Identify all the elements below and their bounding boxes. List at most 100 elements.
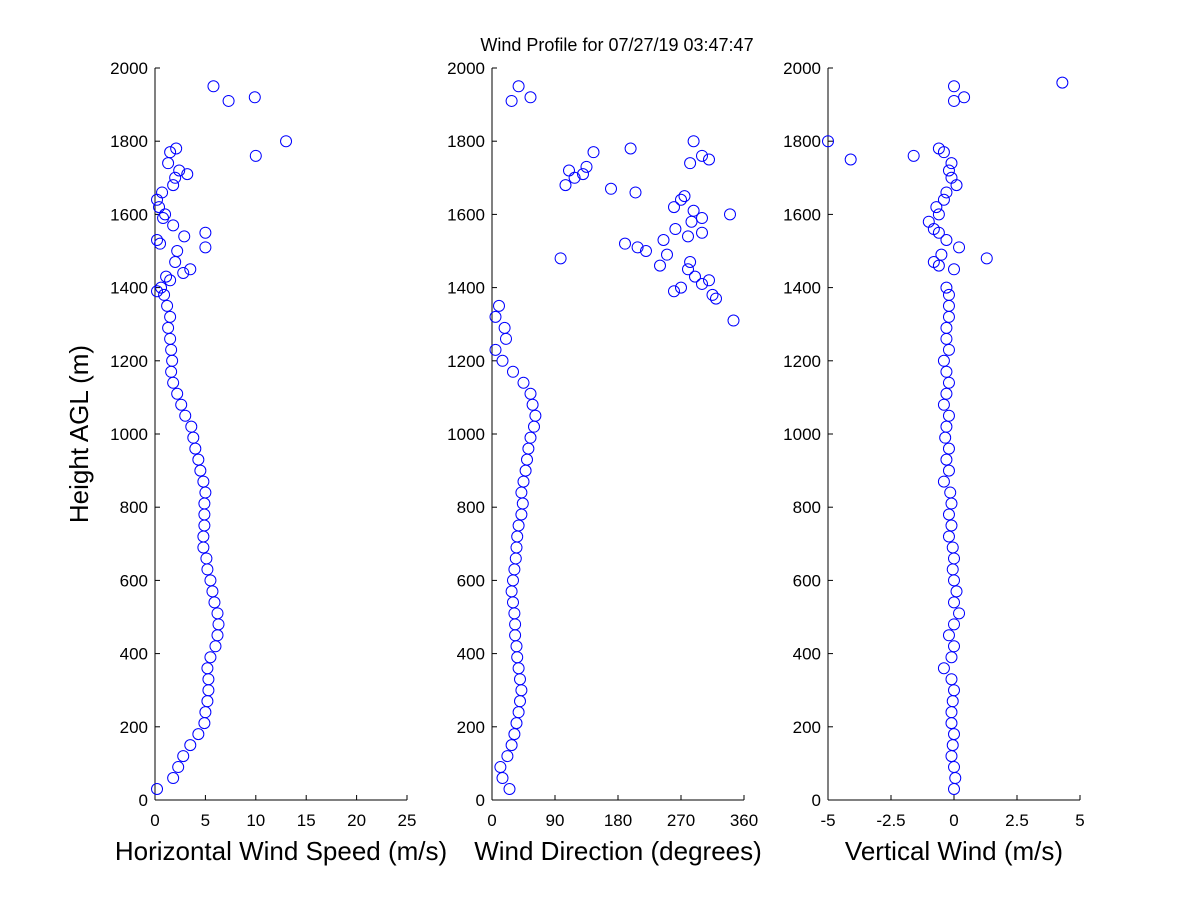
data-point: [192, 453, 205, 466]
data-point: [524, 387, 537, 400]
data-point: [179, 409, 192, 422]
data-point: [160, 270, 173, 283]
data-point: [948, 761, 960, 774]
data-point: [521, 453, 533, 466]
data-point: [171, 245, 184, 257]
data-point: [687, 135, 700, 148]
y-tick-label: 200: [120, 718, 148, 737]
data-point: [942, 288, 955, 301]
y-tick-label: 200: [793, 718, 821, 737]
data-point: [208, 596, 221, 609]
data-point: [687, 204, 700, 217]
data-point: [211, 629, 224, 642]
data-point: [173, 164, 186, 177]
data-point: [675, 193, 687, 206]
data-point: [945, 717, 958, 730]
data-point: [249, 149, 262, 162]
data-point: [503, 783, 516, 796]
data-point: [165, 365, 178, 378]
data-point: [162, 157, 175, 170]
data-point: [198, 508, 211, 521]
data-point: [280, 135, 293, 148]
data-point: [493, 299, 505, 312]
data-point: [629, 186, 642, 199]
data-point: [515, 486, 528, 499]
data-point: [685, 215, 698, 228]
data-point: [922, 215, 935, 228]
x-tick-label: -2.5: [876, 811, 905, 830]
data-point: [209, 640, 222, 653]
data-point: [948, 574, 960, 587]
data-point: [517, 376, 530, 389]
data-point: [162, 321, 175, 334]
data-point: [199, 486, 212, 499]
data-point: [519, 464, 532, 477]
data-point: [177, 750, 190, 763]
y-tick-label: 600: [120, 571, 148, 590]
data-point: [675, 281, 687, 294]
data-point: [507, 365, 519, 378]
x-tick-label: 15: [297, 811, 316, 830]
data-point: [151, 234, 164, 247]
data-point: [500, 332, 512, 345]
x-tick-label: 270: [667, 811, 695, 830]
y-tick-label: 800: [457, 498, 485, 517]
y-tick-label: 1400: [447, 279, 485, 298]
data-point: [942, 442, 955, 455]
data-point: [942, 310, 955, 323]
data-point: [940, 387, 953, 400]
data-point: [935, 248, 948, 261]
data-point: [724, 208, 736, 221]
data-point: [942, 508, 955, 521]
data-point: [204, 651, 217, 664]
data-point: [199, 241, 212, 254]
data-point: [197, 541, 210, 554]
data-point: [946, 541, 959, 554]
data-point: [508, 563, 521, 576]
y-tick-label: 1800: [447, 132, 485, 151]
data-point: [942, 376, 955, 389]
x-tick-label: 20: [347, 811, 366, 830]
data-point: [164, 332, 177, 345]
data-point: [184, 263, 197, 276]
data-point: [496, 354, 509, 367]
x-tick-label: -5: [820, 811, 835, 830]
data-point: [494, 761, 507, 774]
data-point: [524, 431, 537, 444]
y-tick-label: 1800: [110, 132, 148, 151]
data-point: [927, 255, 940, 268]
data-point: [517, 475, 530, 488]
data-point: [932, 208, 945, 221]
data-point: [678, 190, 691, 203]
data-point: [577, 168, 589, 181]
data-point: [528, 420, 540, 433]
data-point: [948, 552, 960, 565]
chart-title: Wind Profile for 07/27/19 03:47:47: [480, 35, 753, 55]
data-point: [942, 164, 955, 177]
x-tick-label: 25: [398, 811, 417, 830]
x-tick-label: 90: [546, 811, 565, 830]
data-point: [154, 237, 167, 250]
data-point: [945, 706, 958, 719]
data-point: [942, 629, 955, 642]
data-point: [156, 186, 169, 199]
data-point: [512, 80, 525, 93]
data-point: [945, 497, 958, 510]
data-point: [563, 164, 575, 177]
data-point: [605, 182, 617, 195]
data-point: [153, 201, 166, 214]
data-point: [948, 640, 960, 653]
data-point: [942, 299, 955, 312]
data-point: [201, 695, 214, 708]
data-point: [682, 230, 694, 243]
data-point: [248, 91, 261, 104]
data-point: [696, 212, 708, 225]
x-tick-label: 5: [1075, 811, 1084, 830]
y-tick-label: 1200: [447, 352, 485, 371]
x-tick-label: 0: [150, 811, 159, 830]
data-point: [509, 618, 522, 631]
data-point: [940, 281, 953, 294]
data-point: [505, 94, 518, 107]
data-point: [511, 651, 524, 664]
